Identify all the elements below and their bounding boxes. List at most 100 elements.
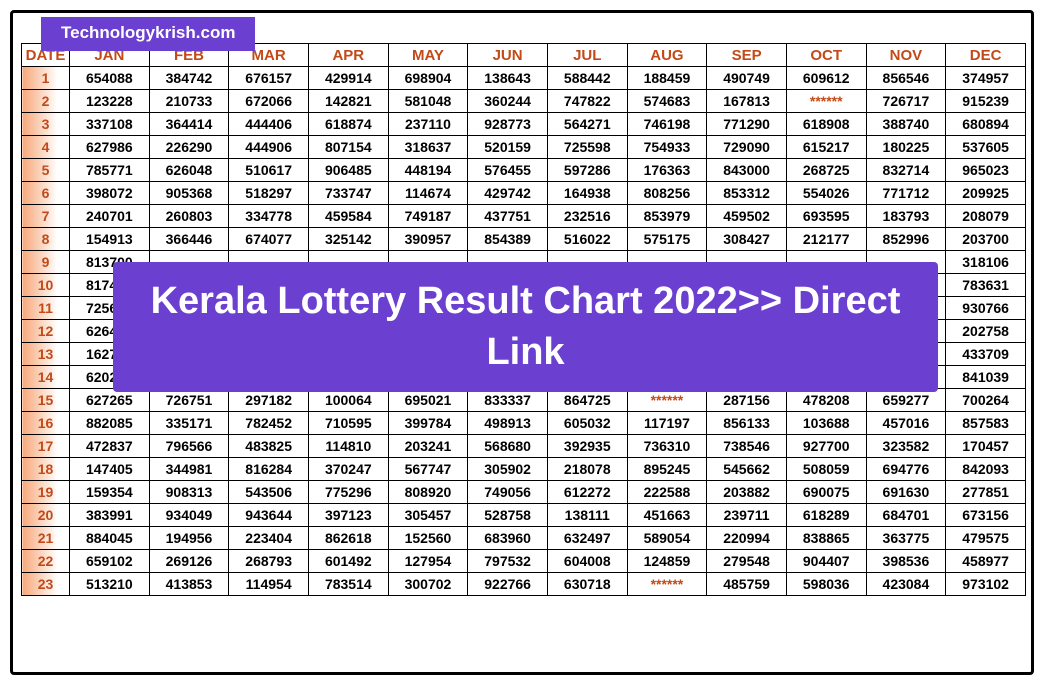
value-cell: 208079	[946, 205, 1026, 228]
value-cell: 318106	[946, 251, 1026, 274]
value-cell: 152560	[388, 527, 468, 550]
value-cell: 164938	[547, 182, 627, 205]
value-cell: 710595	[308, 412, 388, 435]
value-cell: 943644	[229, 504, 309, 527]
value-cell: 615217	[786, 136, 866, 159]
value-cell: 237110	[388, 113, 468, 136]
value-cell: 747822	[547, 90, 627, 113]
value-cell: ******	[786, 90, 866, 113]
value-cell: 360244	[468, 90, 548, 113]
value-cell: 370247	[308, 458, 388, 481]
value-cell: 797532	[468, 550, 548, 573]
value-cell: 223404	[229, 527, 309, 550]
value-cell: 853979	[627, 205, 707, 228]
value-cell: 170457	[946, 435, 1026, 458]
value-cell: 444406	[229, 113, 309, 136]
value-cell: 384742	[149, 67, 229, 90]
value-cell: 626048	[149, 159, 229, 182]
value-cell: 816284	[229, 458, 309, 481]
value-cell: 268725	[786, 159, 866, 182]
value-cell: 305457	[388, 504, 468, 527]
value-cell: 212177	[786, 228, 866, 251]
value-cell: 808920	[388, 481, 468, 504]
value-cell: 520159	[468, 136, 548, 159]
date-cell: 20	[22, 504, 70, 527]
value-cell: 684701	[866, 504, 946, 527]
value-cell: 138643	[468, 67, 548, 90]
value-cell: 220994	[707, 527, 787, 550]
value-cell: 973102	[946, 573, 1026, 596]
value-cell: 142821	[308, 90, 388, 113]
table-row: 1747283779656648382511481020324156868039…	[22, 435, 1026, 458]
date-cell: 8	[22, 228, 70, 251]
date-cell: 1	[22, 67, 70, 90]
value-cell: 203700	[946, 228, 1026, 251]
value-cell: 392935	[547, 435, 627, 458]
value-cell: 194956	[149, 527, 229, 550]
value-cell: 654088	[70, 67, 150, 90]
value-cell: 576455	[468, 159, 548, 182]
value-cell: 862618	[308, 527, 388, 550]
value-cell: 698904	[388, 67, 468, 90]
value-cell: 279548	[707, 550, 787, 573]
date-cell: 21	[22, 527, 70, 550]
value-cell: 277851	[946, 481, 1026, 504]
value-cell: 240701	[70, 205, 150, 228]
value-cell: 226290	[149, 136, 229, 159]
table-row: 2188404519495622340486261815256068396063…	[22, 527, 1026, 550]
value-cell: 930766	[946, 297, 1026, 320]
value-cell: 203241	[388, 435, 468, 458]
value-cell: 895245	[627, 458, 707, 481]
col-may: MAY	[388, 44, 468, 67]
value-cell: 842093	[946, 458, 1026, 481]
date-cell: 17	[22, 435, 70, 458]
value-cell: 305902	[468, 458, 548, 481]
table-row: 8154913366446674077325142390957854389516…	[22, 228, 1026, 251]
value-cell: 472837	[70, 435, 150, 458]
overlay-banner[interactable]: Kerala Lottery Result Chart 2022>> Direc…	[113, 262, 938, 392]
value-cell: 159354	[70, 481, 150, 504]
value-cell: 114810	[308, 435, 388, 458]
value-cell: 659102	[70, 550, 150, 573]
date-cell: 6	[22, 182, 70, 205]
value-cell: 733747	[308, 182, 388, 205]
value-cell: 674077	[229, 228, 309, 251]
value-cell: 554026	[786, 182, 866, 205]
value-cell: 498913	[468, 412, 548, 435]
value-cell: 457016	[866, 412, 946, 435]
table-row: 5785771626048510617906485448194576455597…	[22, 159, 1026, 182]
table-row: 4627986226290444906807154318637520159725…	[22, 136, 1026, 159]
date-cell: 19	[22, 481, 70, 504]
date-cell: 5	[22, 159, 70, 182]
date-cell: 18	[22, 458, 70, 481]
value-cell: 567747	[388, 458, 468, 481]
col-aug: AUG	[627, 44, 707, 67]
value-cell: 856133	[707, 412, 787, 435]
value-cell: 905368	[149, 182, 229, 205]
overlay-text: Kerala Lottery Result Chart 2022>> Direc…	[113, 276, 938, 379]
value-cell: 483825	[229, 435, 309, 458]
value-cell: 444906	[229, 136, 309, 159]
value-cell: 672066	[229, 90, 309, 113]
value-cell: 269126	[149, 550, 229, 573]
date-cell: 15	[22, 389, 70, 412]
value-cell: 490749	[707, 67, 787, 90]
value-cell: 364414	[149, 113, 229, 136]
value-cell: 736310	[627, 435, 707, 458]
col-dec: DEC	[946, 44, 1026, 67]
value-cell: 209925	[946, 182, 1026, 205]
value-cell: 852996	[866, 228, 946, 251]
value-cell: 127954	[388, 550, 468, 573]
value-cell: 398072	[70, 182, 150, 205]
value-cell: 318637	[388, 136, 468, 159]
value-cell: 922766	[468, 573, 548, 596]
table-row: 2351321041385311495478351430070292276663…	[22, 573, 1026, 596]
value-cell: 928773	[468, 113, 548, 136]
value-cell: 676157	[229, 67, 309, 90]
value-cell: 117197	[627, 412, 707, 435]
value-cell: 783514	[308, 573, 388, 596]
value-cell: 965023	[946, 159, 1026, 182]
value-cell: 691630	[866, 481, 946, 504]
table-row: 1654088384742676157429914698904138643588…	[22, 67, 1026, 90]
col-jun: JUN	[468, 44, 548, 67]
